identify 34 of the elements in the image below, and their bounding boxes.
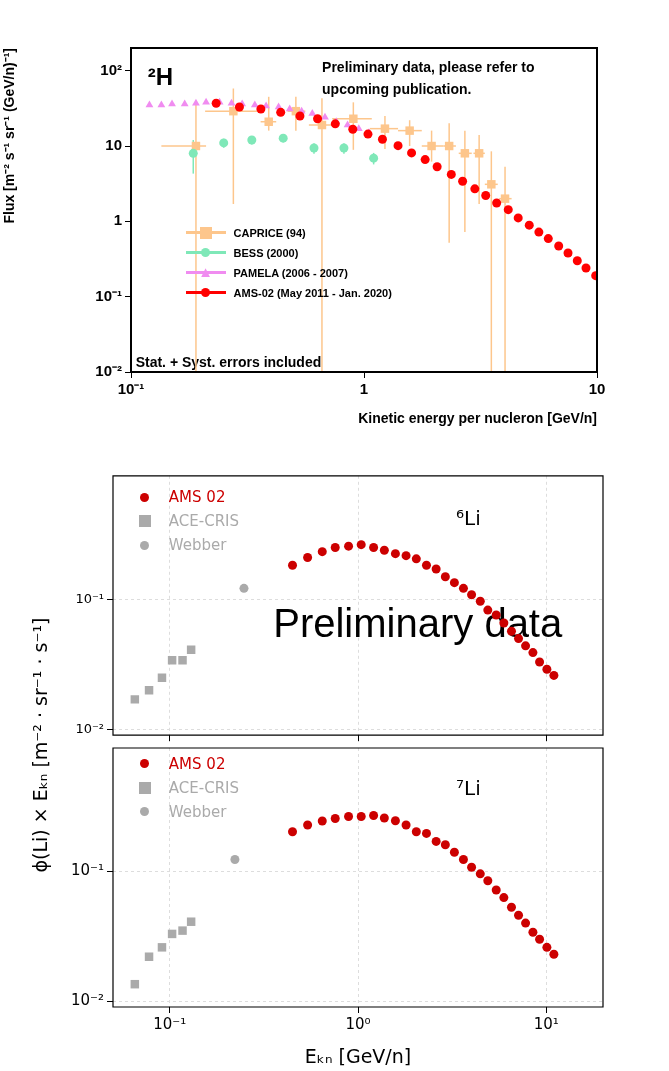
y-tick-label: 10 — [105, 136, 122, 154]
legend-label: ACE-CRIS — [168, 778, 240, 797]
x-tick-label: 10⁻¹ — [153, 1014, 187, 1033]
annotation: ⁶Li — [456, 506, 481, 531]
y-tick-label: 10² — [100, 60, 122, 78]
y-tick-label: 10⁻² — [70, 990, 104, 1009]
x-axis-title: Eₖₙ [GeV/n] — [304, 1044, 412, 1067]
legend-label: PAMELA (2006 - 2007) — [233, 266, 348, 279]
legend-label: ACE-CRIS — [168, 512, 240, 531]
legend-label: AMS 02 — [168, 488, 226, 507]
y-tick-label: 10⁻¹ — [95, 286, 122, 304]
annotation: Preliminary data, please refer to upcoming publication. — [322, 59, 535, 98]
x-axis-title: Kinetic energy per nucleron [GeV/n] — [358, 410, 597, 427]
y-axis-title: ϕ(Li) × Eₖₙ [m⁻² · sr⁻¹ · s⁻¹] — [29, 617, 51, 873]
legend-label: CAPRICE (94) — [233, 226, 306, 239]
x-tick-label: 10 — [588, 380, 606, 398]
annotation: ⁷Li — [456, 775, 481, 800]
x-tick-label: 1 — [359, 380, 369, 398]
x-tick-label: 10¹ — [533, 1014, 559, 1033]
annotation: ²H — [147, 63, 174, 91]
x-tick-label: 10⁻¹ — [117, 380, 145, 398]
y-axis-title: Flux [m⁻² s⁻¹ sr⁻¹ (GeV/n)⁻¹] — [1, 48, 18, 224]
y-tick-label: 1 — [113, 211, 122, 229]
y-tick-label: 10⁻² — [95, 362, 122, 380]
legend-label: AMS-02 (May 2011 - Jan. 2020) — [233, 286, 392, 299]
y-tick-label: 10⁻¹ — [75, 590, 104, 606]
x-tick-label: 10⁰ — [345, 1014, 371, 1033]
y-tick-label: 10⁻² — [75, 720, 104, 736]
y-tick-label: 10⁻¹ — [70, 861, 104, 880]
legend-label: Webber — [168, 802, 227, 821]
legend-label: AMS 02 — [168, 754, 226, 773]
legend-label: Webber — [168, 536, 227, 555]
legend-label: BESS (2000) — [233, 246, 299, 259]
annotation: Stat. + Syst. errors included — [135, 354, 322, 371]
